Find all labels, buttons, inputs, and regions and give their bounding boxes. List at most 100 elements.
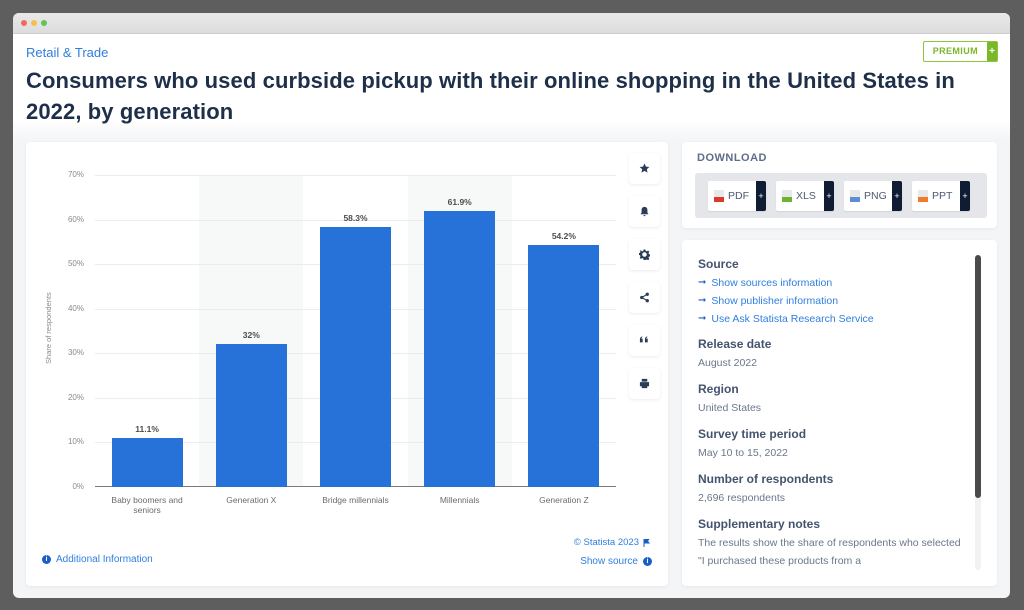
tool-button-settings[interactable] [629,239,660,270]
survey-period-value: May 10 to 15, 2022 [698,447,788,459]
y-tick-label: 20% [67,392,84,402]
title-bar [13,13,1010,34]
download-format-label: PPT [932,189,953,202]
download-ppt-button[interactable]: PPT + [912,180,970,211]
show-publisher-information-link[interactable]: ➞ Show publisher information [698,292,968,310]
premium-label: PREMIUM [932,46,978,56]
download-options-plus[interactable]: + [824,180,834,211]
download-buttons: PDF + XLS + PNG + PPT + [695,173,987,218]
maximize-window-button[interactable] [41,20,47,26]
share-icon [640,292,649,303]
show-source-label: Show source [580,556,638,567]
survey-period-heading: Survey time period [698,427,807,441]
flag-icon [643,538,650,547]
x-tick-label: Generation Z [539,495,589,505]
close-window-button[interactable] [21,20,27,26]
arrow-right-icon: ➞ [698,295,707,306]
download-format-label: PNG [864,189,887,202]
star-icon [639,163,650,173]
download-format-label: XLS [796,189,816,202]
bar-value-label: 58.3% [343,213,368,224]
tool-button-favorite[interactable] [629,153,660,184]
statista-copyright[interactable]: © Statista 2023 [574,537,650,548]
release-date-heading: Release date [698,337,772,351]
xls-file-icon [782,189,792,202]
respondents-value: 2,696 respondents [698,492,785,504]
statistic-details-card: Source ➞ Show sources information ➞ Show p… [682,240,997,586]
bell-icon [640,206,649,217]
print-icon [639,378,650,389]
link-label: Use Ask Statista Research Service [711,313,874,325]
arrow-right-icon: ➞ [698,313,707,324]
download-xls-button[interactable]: XLS + [776,180,834,211]
bar-value-label: 32% [242,330,260,341]
tool-button-print[interactable] [629,368,660,399]
download-card: DOWNLOAD PDF + XLS + PNG + PPT + [682,142,997,228]
source-heading: Source [698,257,739,271]
bar[interactable] [528,245,600,487]
bar-value-label: 11.1% [135,423,159,434]
supplementary-notes-heading: Supplementary notes [698,517,821,531]
show-sources-information-link[interactable]: ➞ Show sources information [698,274,968,292]
y-tick-label: 50% [67,259,84,269]
premium-badge[interactable]: PREMIUM + [922,41,998,62]
respondents-heading: Number of respondents [698,472,834,486]
bar-value-label: 61.9% [447,197,472,208]
download-ppt-main[interactable]: PPT [912,181,960,211]
download-format-label: PDF [728,189,749,202]
download-options-plus[interactable]: + [960,180,970,211]
gridline [95,219,616,221]
download-png-main[interactable]: PNG [844,181,892,211]
page-header: Retail & Trade Consumers who used curbsi… [13,34,1010,141]
bar-chart: Share of respondents 0% 10% 20% 30% 40% 50% 60… [26,142,626,542]
png-file-icon [850,189,860,202]
download-options-plus[interactable]: + [892,180,902,211]
info-icon: i [643,557,652,566]
supplementary-notes-value: The results show the share of respondent… [698,537,961,567]
scrollbar-thumb[interactable] [975,255,981,498]
link-label: Show sources information [711,277,833,289]
additional-information-label: Additional Information [56,554,153,565]
bar[interactable] [111,437,183,487]
bar-value-label: 54.2% [551,231,576,242]
additional-information-link[interactable]: i Additional Information [42,554,153,565]
y-tick-label: 70% [67,170,84,179]
browser-window: Retail & Trade Consumers who used curbsi… [13,13,1010,598]
region-heading: Region [698,382,739,396]
minimize-window-button[interactable] [31,20,37,26]
copyright-label: © Statista 2023 [573,537,639,548]
download-options-plus[interactable]: + [756,180,766,211]
release-date-value: August 2022 [698,357,757,369]
tool-button-share[interactable] [629,282,660,313]
bar[interactable] [424,211,496,487]
details-scrollbar[interactable] [975,255,981,570]
ask-statista-research-link[interactable]: ➞ Use Ask Statista Research Service [698,310,968,328]
tool-button-cite[interactable] [629,325,660,356]
download-title: DOWNLOAD [697,152,767,164]
download-png-button[interactable]: PNG + [844,180,902,211]
download-pdf-main[interactable]: PDF [708,181,756,211]
y-tick-label: 30% [67,348,84,358]
y-tick-label: 60% [67,214,84,224]
show-source-link[interactable]: Show source i [580,556,652,567]
x-tick-label: Millennials [439,495,480,505]
gridline [95,175,616,176]
tool-button-notification[interactable] [629,196,660,227]
ppt-file-icon [918,189,928,202]
download-xls-main[interactable]: XLS [776,181,824,211]
bar[interactable] [320,227,391,487]
y-tick-label: 10% [67,437,84,447]
y-tick-label: 40% [67,303,84,313]
breadcrumb[interactable]: Retail & Trade [26,45,109,60]
bar[interactable] [215,344,287,487]
quote-icon [639,336,648,343]
link-label: Show publisher information [711,295,839,307]
pdf-file-icon [714,189,724,202]
x-tick-label: Generation X [226,495,277,505]
download-pdf-button[interactable]: PDF + [708,180,766,211]
gear-icon [639,249,650,260]
region-value: United States [698,402,762,414]
arrow-right-icon: ➞ [698,277,707,288]
y-tick-label: 0% [72,482,84,491]
x-tick-label: Bridge millennials [322,495,389,505]
